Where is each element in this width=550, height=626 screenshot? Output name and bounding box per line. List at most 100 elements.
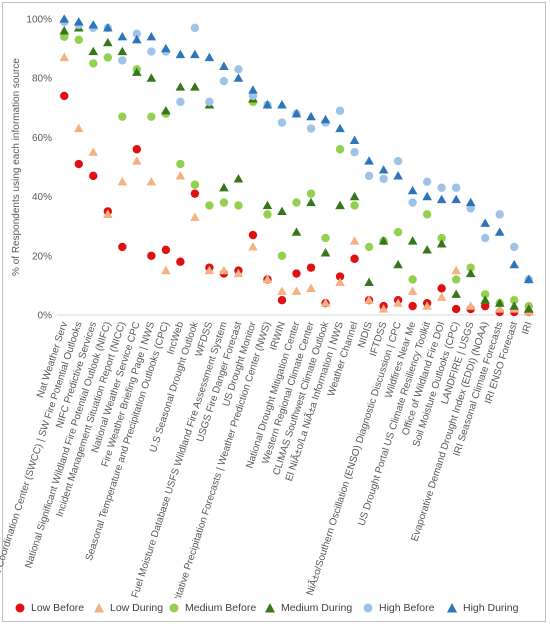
data-point [277, 118, 287, 127]
y-tick-label: 20% [32, 251, 52, 262]
data-point [161, 43, 171, 53]
data-point [146, 31, 157, 41]
data-point [219, 76, 229, 86]
legend-item: Medium Before [168, 598, 256, 618]
series-medium-before [60, 32, 533, 311]
data-point [60, 32, 69, 41]
data-point [248, 242, 258, 251]
data-point [277, 251, 287, 260]
data-point [509, 259, 520, 269]
legend-label: Medium Before [185, 602, 257, 614]
data-point [74, 35, 83, 44]
circle-marker-icon [169, 603, 179, 613]
data-point [175, 49, 186, 59]
data-point [103, 209, 113, 218]
data-point [73, 17, 84, 26]
data-point [422, 210, 432, 219]
data-point [465, 301, 476, 310]
y-tick-label: 60% [32, 133, 52, 144]
data-point [190, 212, 200, 221]
data-point [320, 298, 331, 307]
data-point [321, 233, 330, 243]
data-point [176, 97, 185, 107]
legend-item: High During [446, 598, 518, 618]
data-point [59, 14, 70, 23]
data-point [147, 112, 156, 121]
data-point [436, 292, 447, 301]
data-point [262, 100, 273, 109]
data-point [494, 298, 505, 307]
data-point [204, 265, 215, 275]
data-point [291, 108, 302, 118]
data-point [480, 233, 490, 243]
data-point [175, 171, 186, 180]
data-point [190, 189, 200, 198]
data-point [60, 91, 69, 101]
data-point [262, 200, 273, 210]
data-point [233, 73, 244, 82]
data-point [480, 301, 490, 311]
data-point [320, 248, 331, 257]
series-high-during [59, 14, 534, 284]
data-point [306, 197, 316, 207]
data-point [190, 82, 200, 91]
legend-item: Medium During [264, 598, 352, 618]
data-point [350, 254, 359, 263]
data-point [175, 82, 186, 91]
data-point [147, 47, 156, 56]
data-point [480, 295, 490, 304]
data-point [59, 52, 70, 62]
data-point [291, 227, 302, 236]
data-point [451, 289, 461, 298]
data-point [234, 65, 243, 74]
legend-label: High During [463, 602, 519, 614]
series-low-during [59, 52, 534, 316]
y-tick-label: 80% [32, 74, 52, 85]
data-point [436, 239, 447, 248]
data-point [335, 123, 345, 133]
data-point [379, 174, 388, 184]
data-point [277, 286, 287, 295]
data-point [176, 159, 185, 169]
data-point [59, 26, 70, 35]
data-point [161, 245, 171, 255]
data-point [349, 135, 360, 144]
data-point [88, 147, 99, 156]
data-point [393, 227, 403, 237]
series-medium-during [59, 23, 534, 313]
y-tick-label: 100% [26, 15, 52, 26]
data-point [306, 283, 316, 292]
data-point [277, 296, 287, 305]
data-point [510, 242, 519, 252]
data-point [378, 304, 389, 313]
triangle-marker-icon [265, 603, 275, 613]
data-point [422, 301, 432, 310]
data-point [364, 171, 374, 181]
data-point [480, 218, 490, 227]
data-point [465, 268, 476, 278]
data-point [103, 37, 113, 47]
data-point [233, 268, 244, 278]
data-point [451, 194, 461, 204]
data-point [509, 301, 520, 310]
data-point [117, 46, 128, 56]
data-point [306, 111, 316, 121]
triangle-marker-icon [447, 603, 457, 613]
data-point [407, 286, 418, 295]
data-point [451, 183, 461, 192]
data-point [233, 174, 244, 183]
data-point [451, 304, 461, 314]
data-point [523, 304, 534, 313]
data-point [176, 257, 185, 266]
legend-label: Low During [110, 602, 164, 614]
data-point [393, 171, 403, 180]
data-point [147, 251, 156, 260]
data-point [437, 183, 446, 192]
data-point [378, 236, 389, 245]
data-point [466, 204, 475, 213]
data-point [277, 206, 287, 215]
data-point [277, 100, 287, 109]
data-point [204, 52, 215, 62]
data-point [132, 67, 142, 76]
data-point [451, 275, 461, 284]
